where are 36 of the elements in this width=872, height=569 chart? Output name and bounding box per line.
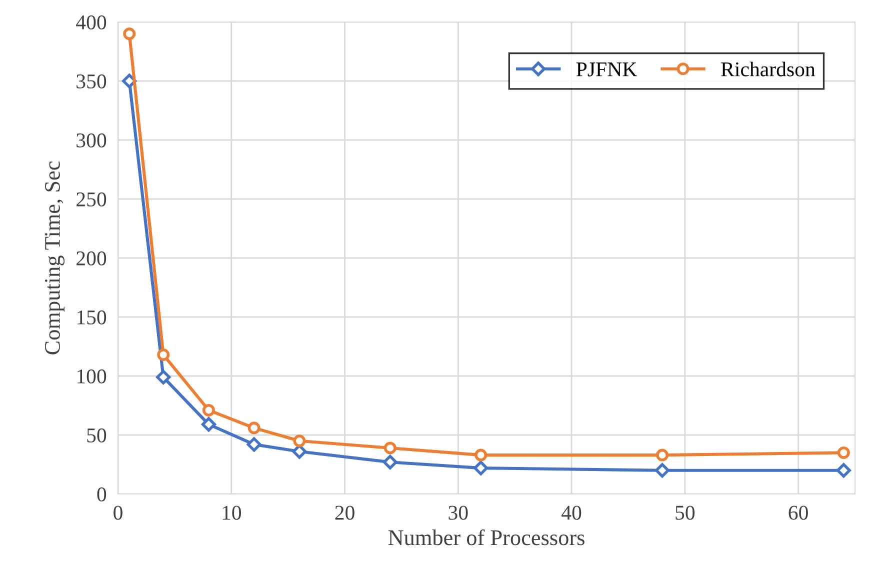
- point: [382, 454, 398, 470]
- y-tick-label: 200: [76, 251, 106, 266]
- point: [201, 417, 216, 432]
- y-tick-label: 300: [76, 133, 106, 148]
- point: [836, 463, 851, 478]
- x-tick-label: 40: [562, 506, 582, 520]
- point: [654, 463, 670, 478]
- point: [123, 28, 136, 40]
- point: [293, 434, 306, 448]
- point: [656, 448, 668, 462]
- point: [474, 460, 488, 476]
- x-tick-label: 50: [676, 506, 695, 520]
- point: [156, 370, 171, 384]
- y-tick-label: 150: [77, 310, 106, 324]
- point: [157, 348, 170, 362]
- point: [246, 437, 262, 452]
- y-axis-title: Computing Time, Sec: [45, 161, 65, 354]
- x-axis-title: Number of Processors: [388, 529, 584, 546]
- point: [837, 446, 850, 459]
- x-tick-label: 60: [788, 506, 808, 520]
- y-tick-label: 350: [76, 74, 106, 88]
- point: [248, 422, 260, 434]
- legend-label: Richardson: [721, 62, 816, 76]
- legend-label: PJFNK: [576, 62, 637, 76]
- x-tick-label: 0: [114, 506, 122, 520]
- point: [474, 448, 488, 462]
- y-tick-label: 50: [87, 428, 106, 442]
- x-tick-label: 10: [222, 506, 242, 520]
- y-tick-label: 400: [76, 15, 106, 30]
- y-tick-label: 250: [76, 192, 106, 206]
- y-tick-label: 0: [97, 487, 106, 502]
- point: [384, 442, 396, 454]
- x-tick-label: 30: [448, 506, 468, 520]
- point: [202, 404, 215, 416]
- x-tick-label: 20: [335, 506, 354, 520]
- y-tick-label: 100: [77, 369, 106, 384]
